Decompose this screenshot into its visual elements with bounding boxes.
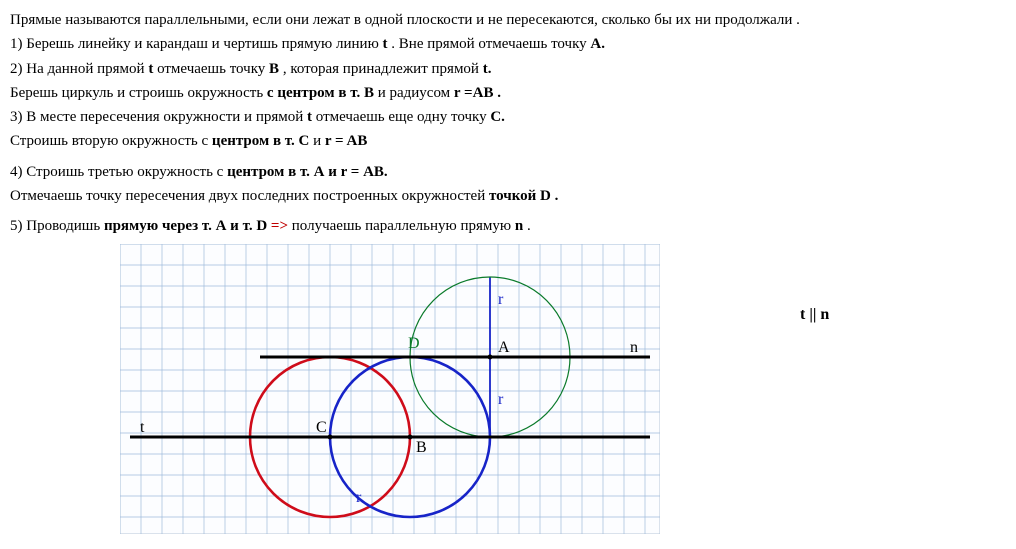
step-3a: 3) В месте пересечения окружности и прям… (10, 107, 1006, 127)
n: n (515, 218, 523, 234)
A: А. (590, 36, 605, 52)
s4b: Отмечаешь точку пересечения двух последн… (10, 188, 489, 204)
s2b: отмечаешь точку (153, 61, 269, 77)
step-3b: Строишь вторую окружность с центром в т.… (10, 131, 1006, 151)
step-1: 1) Берешь линейку и карандаш и чертишь п… (10, 34, 1006, 54)
Ddot: точкой D . (489, 188, 558, 204)
intro: Прямые называются параллельными, если он… (10, 10, 1006, 30)
cB: с центром в т. В (267, 85, 374, 101)
construction-diagram: t n A B C Dr r r (120, 244, 660, 534)
step-2a: 2) На данной прямой t отмечаешь точку В … (10, 59, 1006, 79)
s3a: 3) В месте пересечения окружности и прям… (10, 109, 307, 125)
svg-text:D: D (408, 335, 420, 352)
s2e: и радиусом (374, 85, 454, 101)
arrow: => (271, 218, 288, 234)
svg-text:n: n (630, 339, 638, 356)
step-2b: Берешь циркуль и строишь окружность с це… (10, 83, 1006, 103)
svg-text:A: A (498, 339, 510, 356)
svg-text:t: t (140, 419, 145, 436)
figure: t n A B C Dr r r (120, 244, 660, 534)
tdot: t. (483, 61, 492, 77)
s2d: Берешь циркуль и строишь окружность (10, 85, 267, 101)
svg-text:C: C (316, 419, 327, 436)
s5a: 5) Проводишь (10, 218, 104, 234)
step-5: 5) Проводишь прямую через т. А и т. D =>… (10, 216, 1006, 236)
s3d: и (309, 133, 325, 149)
step-4a: 4) Строишь третью окружность с центром в… (10, 162, 1006, 182)
s5d: получаешь параллельную прямую (288, 218, 515, 234)
s1b: . Вне прямой отмечаешь точку (388, 36, 591, 52)
B: В (269, 61, 279, 77)
s2c: , которая принадлежит прямой (279, 61, 483, 77)
C: С. (490, 109, 505, 125)
svg-text:r: r (498, 391, 504, 408)
rAB2: r = AB (325, 133, 367, 149)
cC: центром в т. С (212, 133, 309, 149)
rAB: r =AB . (454, 85, 501, 101)
s2a: 2) На данной прямой (10, 61, 148, 77)
cA: центром в т. А и r = АВ. (227, 164, 388, 180)
s3c: Строишь вторую окружность с (10, 133, 212, 149)
s1a: 1) Берешь линейку и карандаш и чертишь п… (10, 36, 383, 52)
svg-text:r: r (356, 489, 362, 506)
step-4b: Отмечаешь точку пересечения двух последн… (10, 186, 1006, 206)
s3b: отмечаешь еще одну точку (312, 109, 490, 125)
parallel-statement: t || n (800, 304, 829, 326)
svg-text:r: r (498, 291, 504, 308)
s4a: 4) Строишь третью окружность с (10, 164, 227, 180)
svg-text:B: B (416, 439, 427, 456)
s5b: прямую через т. А и т. D (104, 218, 267, 234)
